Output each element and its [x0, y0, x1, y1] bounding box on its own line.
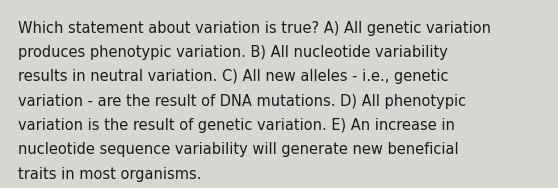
- Text: Which statement about variation is true? A) All genetic variation: Which statement about variation is true?…: [18, 21, 491, 36]
- Text: traits in most organisms.: traits in most organisms.: [18, 167, 201, 182]
- Text: results in neutral variation. C) All new alleles - i.e., genetic: results in neutral variation. C) All new…: [18, 69, 449, 84]
- Text: produces phenotypic variation. B) All nucleotide variability: produces phenotypic variation. B) All nu…: [18, 45, 448, 60]
- Text: variation is the result of genetic variation. E) An increase in: variation is the result of genetic varia…: [18, 118, 455, 133]
- Text: variation - are the result of DNA mutations. D) All phenotypic: variation - are the result of DNA mutati…: [18, 94, 466, 109]
- Text: nucleotide sequence variability will generate new beneficial: nucleotide sequence variability will gen…: [18, 142, 459, 157]
